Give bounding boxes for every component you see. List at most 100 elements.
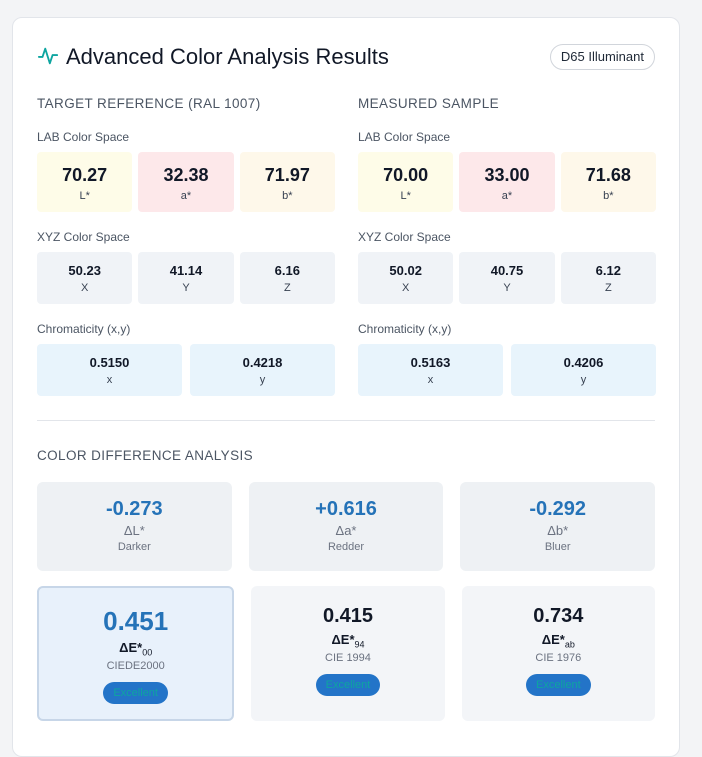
measured-lab-values: 70.00 L* 33.00 a* 71.68 b* <box>358 152 656 212</box>
xyz-z-tile: 6.12 Z <box>560 252 656 304</box>
analysis-card: Advanced Color Analysis Results D65 Illu… <box>12 17 680 757</box>
chroma-y-value: 0.4218 <box>242 355 283 370</box>
chroma-y-label: y <box>580 374 587 386</box>
illuminant-badge: D65 Illuminant <box>549 44 655 70</box>
target-chroma-label: Chromaticity (x,y) <box>37 322 131 336</box>
page-title: Advanced Color Analysis Results <box>66 44 389 69</box>
xyz-x-tile: 50.02 X <box>358 252 454 304</box>
measured-chroma-label: Chromaticity (x,y) <box>358 322 452 336</box>
measured-chroma-values: 0.5163 x 0.4206 y <box>358 344 656 396</box>
delta-e-2000-tile: 0.451 ΔE*00 CIEDE2000 Excellent <box>37 586 235 721</box>
xyz-z-tile: 6.16 Z <box>239 252 335 304</box>
chroma-y-tile: 0.4218 y <box>190 344 335 396</box>
lab-a-value: 33.00 <box>484 165 530 185</box>
lab-b-tile: 71.68 b* <box>560 152 656 212</box>
target-reference-panel: Target Reference (RAL 1007) LAB Color Sp… <box>37 96 335 396</box>
target-section-title: Target Reference (RAL 1007) <box>37 96 261 111</box>
xyz-z-value: 6.16 <box>274 263 300 278</box>
measured-section-title: Measured Sample <box>358 96 500 111</box>
xyz-y-value: 41.14 <box>169 263 203 278</box>
lab-a-label: a* <box>180 190 192 202</box>
delta-l-tile: -0.273 ΔL* Darker <box>37 482 232 571</box>
delta-e-2000-description: CIEDE2000 <box>106 659 165 672</box>
lab-b-label: b* <box>603 190 614 202</box>
chroma-x-value: 0.5150 <box>89 355 130 370</box>
delta-components-row: -0.273 ΔL* Darker +0.616 Δa* Redder -0.2… <box>37 482 656 571</box>
measured-xyz-label: XYZ Color Space <box>358 230 451 244</box>
delta-l-description: Darker <box>117 541 151 553</box>
delta-e-76-value: 0.734 <box>533 605 584 627</box>
chroma-x-label: x <box>106 374 113 386</box>
chroma-x-tile: 0.5150 x <box>37 344 182 396</box>
lab-l-value: 70.27 <box>62 165 108 185</box>
xyz-y-tile: 40.75 Y <box>459 252 555 304</box>
xyz-x-value: 50.23 <box>68 263 101 278</box>
target-xyz-label: XYZ Color Space <box>37 230 130 244</box>
delta-a-value: +0.616 <box>315 498 377 520</box>
chroma-y-tile: 0.4206 y <box>511 344 656 396</box>
rating-badge: Excellent <box>103 681 168 704</box>
xyz-y-label: Y <box>503 282 511 294</box>
lab-a-label: a* <box>501 190 513 202</box>
delta-e-76-symbol: ΔE*ab <box>541 632 575 650</box>
xyz-y-value: 40.75 <box>490 263 524 278</box>
target-lab-label: LAB Color Space <box>37 130 130 144</box>
lab-b-value: 71.97 <box>264 165 310 185</box>
lab-l-tile: 70.27 L* <box>37 152 133 212</box>
xyz-y-tile: 41.14 Y <box>138 252 234 304</box>
xyz-z-label: Z <box>283 282 291 294</box>
difference-section-title: Color Difference Analysis <box>37 448 254 463</box>
delta-b-value: -0.292 <box>529 498 587 520</box>
delta-e-row: 0.451 ΔE*00 CIEDE2000 Excellent 0.415 ΔE… <box>37 586 655 721</box>
chroma-x-tile: 0.5163 x <box>358 344 503 396</box>
lab-a-value: 32.38 <box>163 165 209 185</box>
delta-e-2000-symbol: ΔE*00 <box>119 640 153 658</box>
chroma-y-value: 0.4206 <box>563 355 604 370</box>
delta-a-description: Redder <box>327 541 365 553</box>
chroma-x-value: 0.5163 <box>410 355 451 370</box>
lab-l-label: L* <box>79 190 90 202</box>
lab-b-value: 71.68 <box>585 165 631 185</box>
xyz-x-value: 50.02 <box>389 263 422 278</box>
lab-a-tile: 32.38 a* <box>138 152 234 212</box>
card-header: Advanced Color Analysis Results D65 Illu… <box>37 42 655 72</box>
delta-e-94-description: CIE 1994 <box>325 651 371 664</box>
measured-lab-label: LAB Color Space <box>358 130 451 144</box>
delta-a-symbol: Δa* <box>335 523 357 538</box>
chroma-y-label: y <box>259 374 266 386</box>
xyz-z-label: Z <box>604 282 612 294</box>
delta-e-94-value: 0.415 <box>322 605 374 627</box>
target-lab-values: 70.27 L* 32.38 a* 71.97 b* <box>37 152 335 212</box>
xyz-x-label: X <box>401 282 410 294</box>
xyz-y-label: Y <box>182 282 190 294</box>
delta-l-symbol: ΔL* <box>123 523 145 538</box>
xyz-x-tile: 50.23 X <box>37 252 133 304</box>
delta-l-value: -0.273 <box>105 498 163 520</box>
measured-sample-panel: Measured Sample LAB Color Space 70.00 L* … <box>358 96 656 396</box>
lab-l-value: 70.00 <box>383 165 429 185</box>
delta-b-description: Bluer <box>544 541 571 553</box>
xyz-z-value: 6.12 <box>595 263 621 278</box>
lab-a-tile: 33.00 a* <box>459 152 555 212</box>
delta-e-76-description: CIE 1976 <box>535 651 582 664</box>
activity-pulse-icon <box>37 47 59 65</box>
delta-e-76-tile: 0.734 ΔE*ab CIE 1976 Excellent <box>461 586 655 721</box>
delta-e-2000-value: 0.451 <box>103 606 169 636</box>
lab-b-tile: 71.97 b* <box>239 152 335 212</box>
section-divider <box>37 420 655 421</box>
target-chroma-values: 0.5150 x 0.4218 y <box>37 344 335 396</box>
delta-e-94-symbol: ΔE*94 <box>331 632 365 650</box>
chroma-x-label: x <box>427 374 434 386</box>
lab-l-label: L* <box>400 190 411 202</box>
delta-b-symbol: Δb* <box>547 523 569 538</box>
rating-badge: Excellent <box>526 673 591 696</box>
lab-b-label: b* <box>282 190 293 202</box>
rating-badge: Excellent <box>315 673 381 696</box>
lab-l-tile: 70.00 L* <box>358 152 454 212</box>
target-xyz-values: 50.23 X 41.14 Y 6.16 Z <box>37 252 335 304</box>
xyz-x-label: X <box>80 282 89 294</box>
delta-e-94-tile: 0.415 ΔE*94 CIE 1994 Excellent <box>251 586 445 721</box>
measured-xyz-values: 50.02 X 40.75 Y 6.12 Z <box>358 252 656 304</box>
delta-a-tile: +0.616 Δa* Redder <box>248 482 444 571</box>
delta-b-tile: -0.292 Δb* Bluer <box>460 482 656 571</box>
